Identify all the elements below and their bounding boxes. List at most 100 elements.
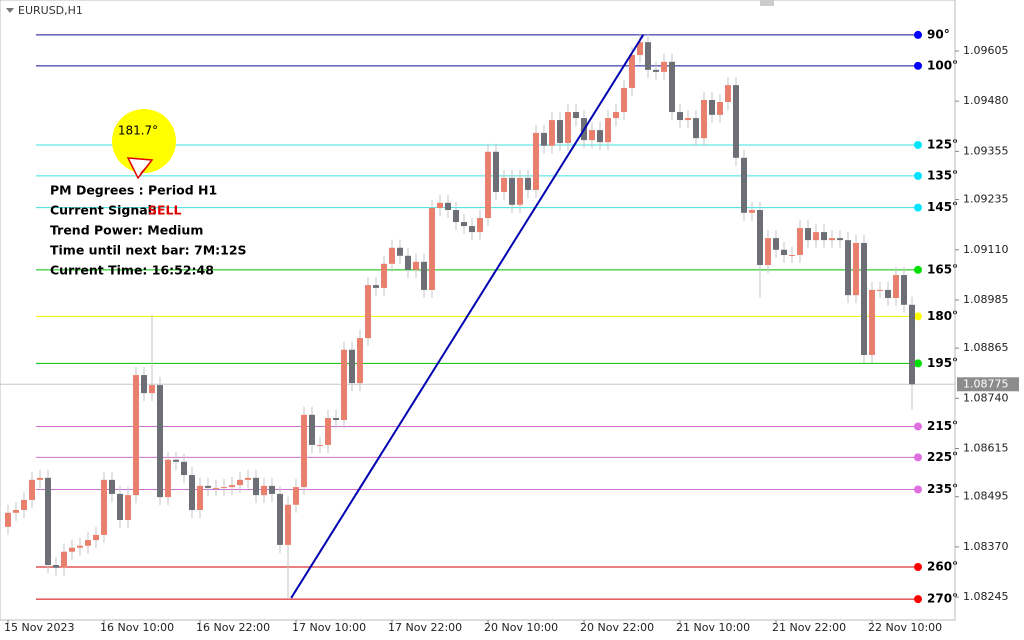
x-tick-label: 17 Nov 10:00	[292, 621, 366, 634]
candle-body	[165, 459, 171, 498]
candle-body	[357, 338, 363, 384]
candle-body	[813, 232, 819, 241]
candle-body	[501, 177, 507, 192]
info-signal-value: SELL	[148, 203, 182, 218]
level-label: 145°	[927, 200, 958, 214]
candle-body	[317, 444, 323, 446]
candle-body	[469, 226, 475, 233]
candle-body	[397, 247, 403, 256]
candle-body	[565, 112, 571, 143]
candle-body	[325, 418, 331, 445]
candle-body	[549, 120, 555, 146]
candle-body	[805, 228, 811, 241]
candle-body	[133, 375, 139, 496]
y-tick-label: 1.09605	[963, 44, 1009, 57]
level-dot	[914, 422, 922, 431]
level-label: 165°	[927, 262, 958, 276]
candle-body	[621, 87, 627, 113]
y-tick-label: 1.08370	[963, 540, 1009, 553]
candle-body	[285, 504, 291, 545]
y-tick-label: 1.08865	[963, 341, 1009, 354]
candle-body	[885, 289, 891, 298]
candle-body	[189, 475, 195, 510]
candle-body	[37, 477, 43, 480]
level-dot	[914, 171, 922, 180]
level-dot	[914, 485, 922, 494]
candle-body	[757, 210, 763, 266]
level-label: 135°	[927, 168, 958, 182]
candle-body	[613, 112, 619, 119]
level-label: 270°	[927, 592, 958, 606]
level-label: 195°	[927, 356, 958, 370]
candle-body	[245, 477, 251, 480]
trend-line	[290, 34, 645, 599]
candle-body	[301, 414, 307, 488]
candle-body	[869, 289, 875, 355]
candle-body	[125, 495, 131, 521]
candle-body	[333, 418, 339, 421]
current-price-tag	[957, 377, 1019, 392]
level-dot	[914, 453, 922, 462]
candle-body	[525, 177, 531, 190]
level-dot	[914, 562, 922, 571]
x-tick-label: 16 Nov 10:00	[100, 621, 174, 634]
candle-body	[61, 551, 67, 568]
candle-body	[309, 414, 315, 445]
candle-body	[589, 130, 595, 141]
candle-body	[485, 151, 491, 219]
candle-body	[445, 202, 451, 211]
candle-body	[77, 545, 83, 548]
candle-body	[629, 55, 635, 88]
candle-body	[365, 285, 371, 339]
candle-body	[173, 459, 179, 462]
symbol-label: EURUSD,H1	[18, 4, 83, 17]
candle-body	[13, 509, 19, 513]
y-tick-label: 1.08245	[963, 590, 1009, 603]
level-label: 100°	[927, 58, 958, 72]
x-tick-label: 21 Nov 10:00	[676, 621, 750, 634]
candle-body	[277, 493, 283, 545]
level-dot	[914, 61, 922, 70]
level-label: 260°	[927, 559, 958, 573]
level-label: 215°	[927, 419, 958, 433]
candle-body	[789, 254, 795, 256]
candle-body	[381, 263, 387, 288]
candle-body	[893, 275, 899, 298]
level-label: 180°	[927, 309, 958, 323]
candle-body	[421, 261, 427, 290]
candle-body	[413, 261, 419, 270]
candle-body	[213, 487, 219, 489]
y-tick-label: 1.09355	[963, 144, 1009, 157]
candle-body	[29, 479, 35, 500]
candle-body	[221, 487, 227, 489]
scroll-tab	[760, 0, 774, 6]
candle-body	[509, 177, 515, 205]
candle-body	[157, 385, 163, 498]
candle-body	[773, 238, 779, 250]
candle-body	[661, 61, 667, 72]
candle-body	[901, 275, 907, 305]
candle-body	[453, 210, 459, 223]
candle-body	[205, 485, 211, 488]
x-tick-label: 17 Nov 22:00	[388, 621, 462, 634]
candle-body	[141, 375, 147, 394]
candle-body	[853, 242, 859, 296]
candle-body	[45, 477, 51, 565]
candle-body	[93, 534, 99, 541]
candle-body	[293, 487, 299, 505]
candle-body	[493, 151, 499, 192]
candle-body	[349, 349, 355, 384]
candle-body	[533, 132, 539, 190]
symbol-menu-arrow[interactable]	[6, 8, 14, 13]
angle-label: 181.7°	[118, 124, 158, 138]
angle-badge	[112, 109, 176, 173]
x-tick-label: 20 Nov 10:00	[484, 621, 558, 634]
candle-body	[109, 479, 115, 494]
candle-body	[677, 112, 683, 121]
candle-body	[405, 255, 411, 270]
candle-body	[541, 132, 547, 146]
candle-body	[909, 304, 915, 385]
x-tick-label: 16 Nov 22:00	[196, 621, 270, 634]
